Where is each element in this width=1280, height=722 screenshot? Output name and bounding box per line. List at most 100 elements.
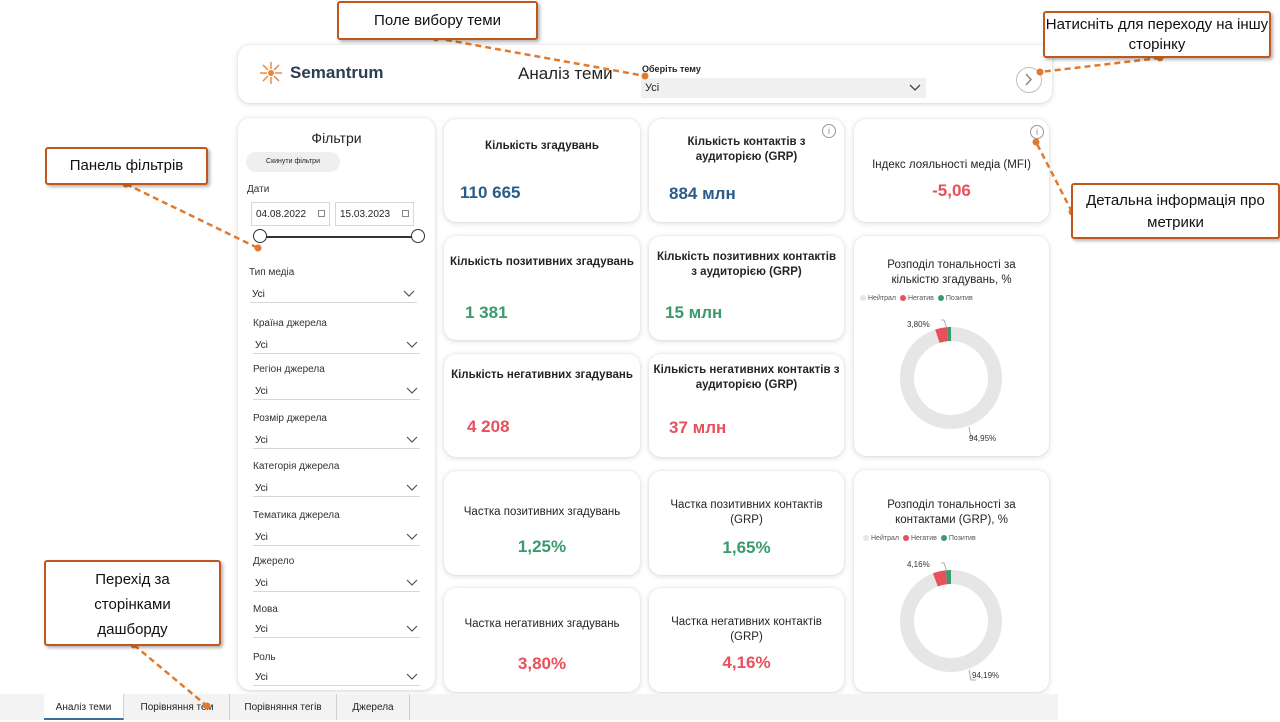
date-from-input[interactable]: 04.08.2022 bbox=[251, 202, 330, 226]
kpi-title: Частка позитивних згадувань bbox=[463, 506, 621, 518]
kpi-card-mentions: Кількість згадувань 110 665 bbox=[444, 119, 640, 222]
kpi-value: 4 208 bbox=[467, 417, 510, 436]
kpi-value: 15 млн bbox=[665, 303, 723, 322]
legend-label: Позитив bbox=[945, 295, 973, 302]
kpi-card-contacts: i Кількість контактів з аудиторією (GRP)… bbox=[649, 119, 844, 222]
kpi-title: Частка негативних згадувань bbox=[464, 618, 620, 630]
legend-label: Позитив bbox=[948, 535, 976, 542]
callout-metrics-info: Детальна інформація про метрики bbox=[1071, 183, 1280, 239]
info-icon[interactable]: i bbox=[822, 124, 836, 138]
reset-filters-button[interactable]: Скинути фільтри bbox=[246, 152, 340, 172]
tab-topic-comparison[interactable]: Порівняння тем bbox=[125, 694, 230, 720]
filter-value: Усі bbox=[255, 624, 268, 635]
kpi-card-negative-mentions: Кількість негативних згадувань 4 208 bbox=[444, 354, 640, 457]
slice-neutral bbox=[900, 570, 1002, 672]
kpi-title: Індекс лояльності медіа (MFI) bbox=[872, 159, 1031, 171]
tab-topic-analysis[interactable]: Аналіз теми bbox=[44, 694, 124, 720]
filter-value: Усі bbox=[255, 578, 268, 589]
filter-media-type-select[interactable]: Усі bbox=[250, 286, 417, 303]
filter-role-select[interactable]: Усі bbox=[253, 669, 420, 686]
kpi-value: 3,80% bbox=[517, 654, 567, 673]
callout-page-nav: Перехід за сторінками дашборду bbox=[44, 560, 221, 646]
topic-select[interactable]: Усі bbox=[641, 78, 926, 98]
kpi-title: Частка негативних контактів (GRP) bbox=[671, 616, 822, 643]
calendar-icon bbox=[402, 210, 409, 217]
filters-panel: Фільтри Скинути фільтри Дати 04.08.2022 … bbox=[238, 118, 435, 690]
chevron-down-icon bbox=[406, 484, 418, 491]
donut-card-mentions: Розподіл тональності за кількістю згадув… bbox=[854, 236, 1049, 456]
sun-logo-icon bbox=[260, 62, 282, 84]
kpi-value: -5,06 bbox=[932, 181, 971, 200]
kpi-value: 884 млн bbox=[669, 184, 736, 203]
donut-chart-contacts bbox=[900, 562, 1002, 681]
legend-label: Нейтрал bbox=[871, 535, 899, 542]
legend-label: Негатив bbox=[907, 295, 934, 302]
dates-label: Дати bbox=[247, 184, 270, 195]
legend-item: Негатив bbox=[902, 535, 937, 542]
filter-value: Усі bbox=[255, 386, 268, 397]
kpi-title: Частка позитивних контактів (GRP) bbox=[670, 499, 823, 526]
filter-topic-select[interactable]: Усі bbox=[253, 529, 420, 546]
filter-source-select[interactable]: Усі bbox=[253, 575, 420, 592]
topic-select-label: Оберіть тему bbox=[642, 64, 701, 74]
filter-region-select[interactable]: Усі bbox=[253, 383, 420, 400]
filter-language-select[interactable]: Усі bbox=[253, 621, 420, 638]
kpi-value: 4,16% bbox=[722, 653, 771, 672]
legend-item: Нейтрал bbox=[863, 535, 899, 542]
date-range-start-handle[interactable] bbox=[253, 229, 267, 243]
filter-label-country: Країна джерела bbox=[253, 318, 327, 329]
chart-title: Розподіл тональності за контактами (GRP)… bbox=[887, 499, 1016, 526]
kpi-value: 1 381 bbox=[465, 303, 508, 322]
chevron-down-icon bbox=[406, 533, 418, 540]
data-label-neutral: 94,19% bbox=[972, 671, 1000, 680]
topic-select-value: Усі bbox=[645, 82, 660, 94]
kpi-card-positive-share-contacts: Частка позитивних контактів (GRP) 1,65% bbox=[649, 471, 844, 575]
page-title: Аналіз теми bbox=[518, 64, 613, 83]
slice-positive bbox=[945, 570, 951, 585]
tab-sources[interactable]: Джерела bbox=[337, 694, 410, 720]
slice-negative bbox=[935, 327, 949, 343]
filter-label-size: Розмір джерела bbox=[253, 413, 327, 424]
data-label-negative: 4,16% bbox=[907, 560, 930, 569]
filter-value: Усі bbox=[252, 289, 265, 300]
date-range-slider-track bbox=[260, 236, 418, 238]
info-icon[interactable]: i bbox=[1030, 125, 1044, 139]
callout-filters-panel: Панель фільтрів bbox=[45, 147, 208, 185]
kpi-value: 110 665 bbox=[460, 183, 521, 202]
next-page-button[interactable] bbox=[1016, 67, 1042, 93]
kpi-value: 1,65% bbox=[722, 538, 771, 557]
legend-item: Нейтрал bbox=[860, 295, 896, 302]
filter-value: Усі bbox=[255, 340, 268, 351]
date-to-input[interactable]: 15.03.2023 bbox=[335, 202, 414, 226]
kpi-value: 37 млн bbox=[669, 418, 727, 437]
chevron-down-icon bbox=[406, 387, 418, 394]
legend-label: Нейтрал bbox=[868, 295, 896, 302]
filter-category-select[interactable]: Усі bbox=[253, 480, 420, 497]
kpi-card-negative-contacts: Кількість негативних контактів з аудитор… bbox=[649, 354, 844, 457]
leader-lines bbox=[941, 562, 976, 681]
kpi-card-positive-share-mentions: Частка позитивних згадувань 1,25% bbox=[444, 471, 640, 575]
filter-label-role: Роль bbox=[253, 652, 276, 663]
kpi-title: Кількість позитивних згадувань bbox=[450, 256, 634, 268]
logo-text: Semantrum bbox=[290, 63, 384, 82]
chart-legend: Нейтрал Негатив Позитив bbox=[860, 295, 973, 302]
date-from-value: 04.08.2022 bbox=[256, 209, 307, 220]
filter-label-source: Джерело bbox=[253, 556, 295, 567]
chart-title: Розподіл тональності за кількістю згадув… bbox=[887, 259, 1016, 286]
filter-label-media-type: Тип медіа bbox=[249, 267, 295, 278]
logo: Semantrum bbox=[258, 60, 384, 86]
date-range-end-handle[interactable] bbox=[411, 229, 425, 243]
kpi-card-positive-mentions: Кількість позитивних згадувань 1 381 bbox=[444, 236, 640, 340]
filter-label-topic: Тематика джерела bbox=[253, 510, 340, 521]
tab-tag-comparison[interactable]: Порівняння тегів bbox=[230, 694, 337, 720]
filter-value: Усі bbox=[255, 483, 268, 494]
callout-topic-select: Поле вибору теми bbox=[337, 1, 538, 40]
kpi-card-negative-share-contacts: Частка негативних контактів (GRP) 4,16% bbox=[649, 588, 844, 692]
filter-size-select[interactable]: Усі bbox=[253, 432, 420, 449]
filter-country-select[interactable]: Усі bbox=[253, 337, 420, 354]
legend-item: Позитив bbox=[940, 535, 976, 542]
filter-label-language: Мова bbox=[253, 604, 278, 615]
kpi-card-negative-share-mentions: Частка негативних згадувань 3,80% bbox=[444, 588, 640, 692]
legend-item: Негатив bbox=[899, 295, 934, 302]
kpi-title: Кількість позитивних контактів з аудитор… bbox=[656, 251, 837, 278]
